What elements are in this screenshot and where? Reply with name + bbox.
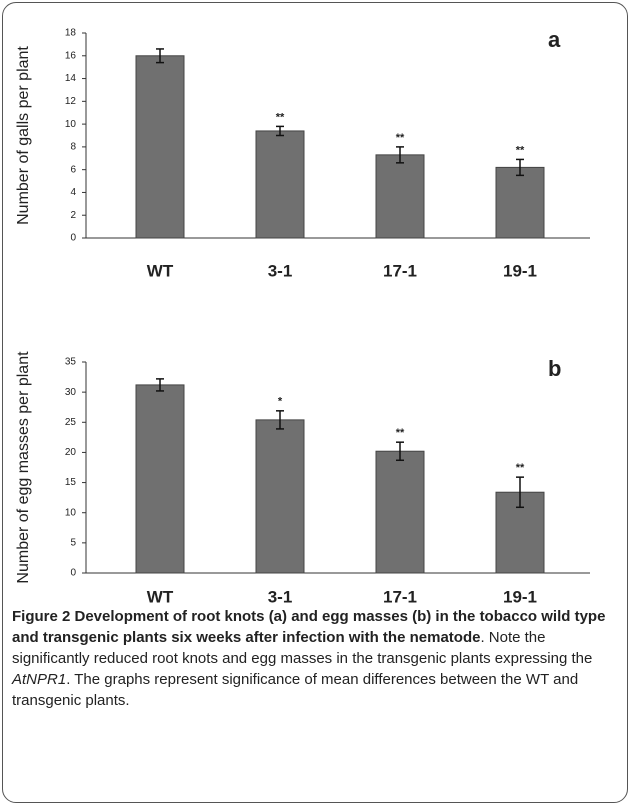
x-tick-label: 17-1 (383, 587, 417, 605)
y-axis-title: Number of egg masses per plant (15, 351, 32, 584)
bar (135, 55, 185, 239)
x-tick-label: 19-1 (503, 261, 537, 280)
y-tick-label: 18 (65, 28, 77, 39)
y-tick-label: 16 (65, 50, 77, 61)
y-tick-label: 2 (70, 210, 76, 221)
significance-label: ** (396, 132, 405, 144)
x-tick-label: 17-1 (383, 261, 417, 280)
x-tick-label: 3-1 (268, 261, 293, 280)
y-tick-label: 20 (65, 447, 77, 458)
x-tick-label: WT (147, 587, 174, 605)
y-tick-label: 8 (70, 142, 76, 153)
significance-label: ** (516, 144, 525, 156)
significance-label: ** (276, 111, 285, 123)
y-tick-label: 30 (65, 387, 77, 398)
significance-label: ** (516, 462, 525, 474)
bar (375, 450, 425, 574)
y-tick-label: 35 (65, 357, 77, 368)
bar (495, 166, 545, 239)
panel-label: a (548, 27, 561, 52)
caption-title: Figure 2 Development of root knots (a) a… (12, 608, 606, 646)
y-tick-label: 10 (65, 119, 77, 130)
significance-label: * (278, 396, 283, 408)
y-tick-label: 25 (65, 417, 77, 428)
bar (375, 154, 425, 239)
y-tick-label: 6 (70, 164, 76, 175)
x-tick-label: WT (147, 261, 174, 280)
y-tick-label: 0 (70, 568, 76, 579)
x-tick-label: 19-1 (503, 587, 537, 605)
x-tick-label: 3-1 (268, 587, 293, 605)
bar (255, 130, 305, 239)
gene-name: AtNPR1 (12, 671, 67, 688)
caption: Figure 2 Development of root knots (a) a… (12, 606, 620, 711)
charts: Number of galls per plant a 0 2 4 6 8 10 12 14 16 1… (15, 27, 590, 605)
y-tick-label: 15 (65, 477, 77, 488)
y-tick-label: 0 (70, 233, 76, 244)
y-tick-label: 4 (70, 187, 76, 198)
caption-text: . Note the significantly reduced root kn… (12, 629, 593, 667)
significance-label: ** (396, 427, 405, 439)
caption-text: . The graphs represent significance of m… (12, 671, 579, 709)
bar (135, 384, 185, 574)
y-axis-title: Number of galls per plant (15, 46, 32, 225)
y-tick-label: 14 (65, 73, 77, 84)
panel-label: b (548, 356, 561, 381)
y-tick-label: 10 (65, 507, 77, 518)
y-tick-label: 5 (70, 537, 76, 548)
bar (255, 419, 305, 574)
y-tick-label: 12 (65, 96, 77, 107)
